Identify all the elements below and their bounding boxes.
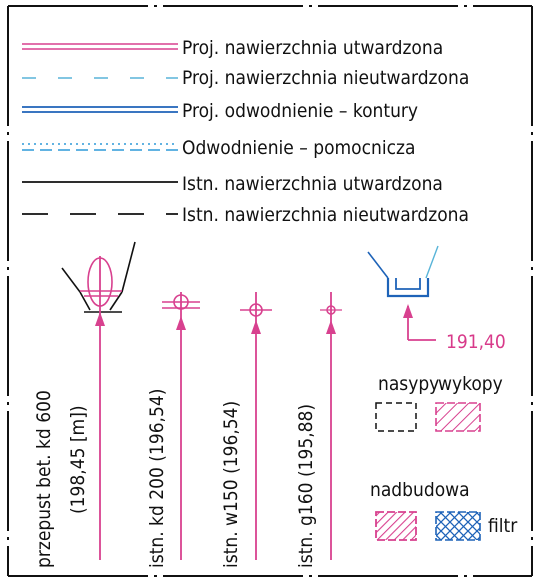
- legend-label-6: Istn. nawierzchnia nieutwardzona: [182, 204, 469, 226]
- drainage-channel-symbol: 191,40: [367, 245, 506, 353]
- culvert-label-1: przepust bet. kd 600: [33, 390, 55, 568]
- legend-row-2: Proj. nawierzchnia nieutwardzona: [22, 67, 469, 89]
- legend-label-1: Proj. nawierzchnia utwardzona: [182, 37, 443, 59]
- legend-row-1: Proj. nawierzchnia utwardzona: [22, 37, 443, 59]
- legend-row-4: Odwodnienie – pomocnicza: [22, 137, 415, 159]
- embankment-swatch: [375, 402, 417, 432]
- embankment-label: nasypy: [378, 373, 439, 395]
- filter-swatch: [435, 511, 481, 541]
- superstructure-label: nadbudowa: [370, 479, 470, 501]
- filter-label: filtr: [488, 515, 518, 537]
- pipe-kd200-symbol: [162, 292, 200, 560]
- culvert-symbol: [61, 241, 136, 560]
- legend-row-5: Istn. nawierzchnia utwardzona: [22, 173, 443, 195]
- legend-label-5: Istn. nawierzchnia utwardzona: [182, 173, 443, 195]
- legend-label-3: Proj. odwodnienie – kontury: [182, 100, 418, 122]
- pipe-g160-symbol: [320, 292, 342, 560]
- legend-row-3: Proj. odwodnienie – kontury: [22, 100, 418, 122]
- excavation-label: wykopy: [438, 373, 503, 395]
- excavation-swatch: [435, 402, 481, 432]
- legend-label-2: Proj. nawierzchnia nieutwardzona: [182, 67, 469, 89]
- pipe-g160-label: istn. g160 (195,88): [295, 404, 317, 568]
- pipe-w150-label: istn. w150 (196,54): [220, 401, 242, 568]
- elevation-label: 191,40: [446, 331, 506, 353]
- culvert-label-2: (198,45 [m]): [67, 405, 89, 514]
- superstructure-swatch: [375, 511, 417, 541]
- legend-row-6: Istn. nawierzchnia nieutwardzona: [22, 204, 469, 226]
- pipe-kd200-label: istn. kd 200 (196,54): [146, 389, 168, 568]
- pipe-w150-symbol: [240, 292, 272, 560]
- legend-label-4: Odwodnienie – pomocnicza: [182, 137, 415, 159]
- frame: [7, 5, 533, 577]
